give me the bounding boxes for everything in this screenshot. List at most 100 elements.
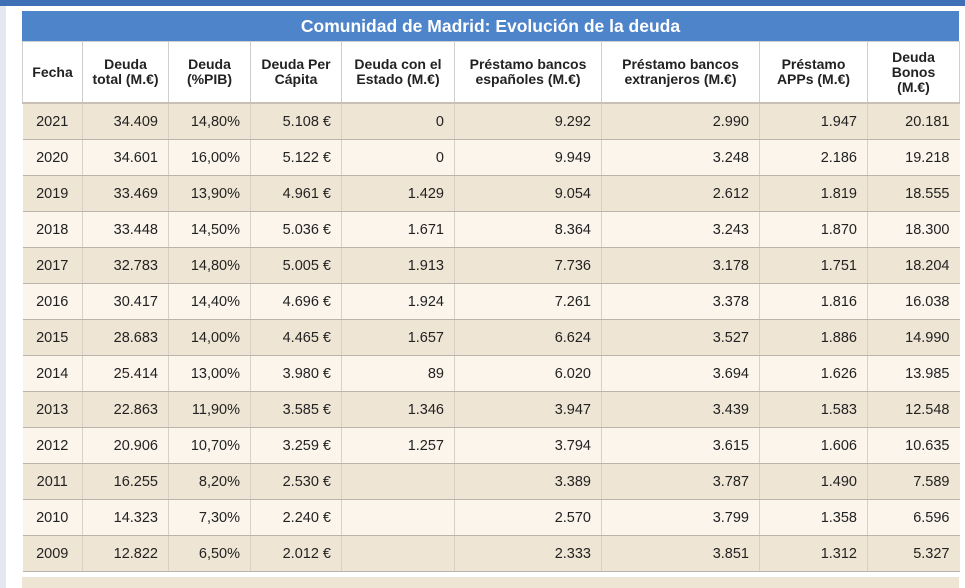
cell-bancos-extranjeros: 2.990 <box>601 103 760 140</box>
cell-deuda-per-capita: 3.980 € <box>250 355 342 392</box>
cell-bancos-extranjeros: 3.527 <box>601 319 760 356</box>
cell-deuda-bonos: 18.300 <box>867 211 960 248</box>
table-row: 2012 20.906 10,70% 3.259 €1.257 3.794 3.615 1.… <box>22 427 960 464</box>
table-row: 2011 16.255 8,20% 2.530 € 3.389 3.787 1.490 7.5… <box>22 463 960 500</box>
cell-prestamo-apps: 1.816 <box>759 283 868 320</box>
header-row: Fecha Deuda total (M.€) Deuda (%PIB) Deuda… <box>22 41 960 104</box>
cell-deuda-estado: 89 <box>341 355 455 392</box>
cell-bancos-espanoles: 2.333 <box>454 535 602 572</box>
cell-deuda-per-capita: 3.259 € <box>250 427 342 464</box>
cell-fecha: 2009 <box>22 535 83 572</box>
cell-bancos-extranjeros: 3.243 <box>601 211 760 248</box>
cell-deuda-total: 34.601 <box>82 139 169 176</box>
cell-fecha: 2017 <box>22 247 83 284</box>
cell-deuda-estado: 1.257 <box>341 427 455 464</box>
cell-deuda-bonos: 10.635 <box>867 427 960 464</box>
header-deuda-total: Deuda total (M.€) <box>82 41 169 104</box>
cell-bancos-extranjeros: 3.248 <box>601 139 760 176</box>
cell-fecha: 2015 <box>22 319 83 356</box>
cell-deuda-pib: 8,20% <box>168 463 251 500</box>
cell-deuda-per-capita: 5.108 € <box>250 103 342 140</box>
table-row: 2016 30.417 14,40% 4.696 €1.924 7.261 3.378 1.… <box>22 283 960 320</box>
header-deuda-bonos: Deuda Bonos (M.€) <box>867 41 960 104</box>
cell-deuda-total: 16.255 <box>82 463 169 500</box>
cell-deuda-bonos: 19.218 <box>867 139 960 176</box>
cell-deuda-total: 34.409 <box>82 103 169 140</box>
cell-deuda-total: 12.822 <box>82 535 169 572</box>
cell-deuda-pib: 6,50% <box>168 535 251 572</box>
cell-bancos-extranjeros: 3.851 <box>601 535 760 572</box>
cell-bancos-espanoles: 6.020 <box>454 355 602 392</box>
cell-deuda-total: 20.906 <box>82 427 169 464</box>
header-deuda-estado: Deuda con el Estado (M.€) <box>341 41 455 104</box>
header-fecha: Fecha <box>22 41 83 104</box>
cell-deuda-bonos: 7.589 <box>867 463 960 500</box>
cell-fecha: 2020 <box>22 139 83 176</box>
table-row: 2019 33.469 13,90% 4.961 €1.429 9.054 2.612 1.… <box>22 175 960 212</box>
cell-bancos-espanoles: 3.389 <box>454 463 602 500</box>
cell-deuda-estado: 1.924 <box>341 283 455 320</box>
cell-bancos-espanoles: 8.364 <box>454 211 602 248</box>
cell-deuda-pib: 14,50% <box>168 211 251 248</box>
cell-prestamo-apps: 1.947 <box>759 103 868 140</box>
cell-fecha: 2013 <box>22 391 83 428</box>
cell-fecha: 2012 <box>22 427 83 464</box>
cell-bancos-espanoles: 9.292 <box>454 103 602 140</box>
cell-deuda-per-capita: 5.036 € <box>250 211 342 248</box>
cell-prestamo-apps: 1.358 <box>759 499 868 536</box>
cell-deuda-estado: 0 <box>341 139 455 176</box>
cell-deuda-total: 33.469 <box>82 175 169 212</box>
cell-deuda-pib: 10,70% <box>168 427 251 464</box>
cell-deuda-estado <box>341 463 455 500</box>
cell-deuda-per-capita: 2.012 € <box>250 535 342 572</box>
left-margin-strip <box>0 6 6 588</box>
cell-fecha: 2021 <box>22 103 83 140</box>
cell-deuda-pib: 16,00% <box>168 139 251 176</box>
header-prestamo-apps: Préstamo APPs (M.€) <box>759 41 868 104</box>
cell-deuda-per-capita: 5.122 € <box>250 139 342 176</box>
header-deuda-pib: Deuda (%PIB) <box>168 41 251 104</box>
cell-deuda-total: 14.323 <box>82 499 169 536</box>
cell-deuda-bonos: 5.327 <box>867 535 960 572</box>
cell-prestamo-apps: 1.606 <box>759 427 868 464</box>
cell-bancos-espanoles: 3.947 <box>454 391 602 428</box>
cell-bancos-extranjeros: 3.694 <box>601 355 760 392</box>
table-row: 2021 34.409 14,80% 5.108 €0 9.292 2.990 1.947 2… <box>22 103 960 140</box>
cell-deuda-per-capita: 4.465 € <box>250 319 342 356</box>
table-row: 2018 33.448 14,50% 5.036 €1.671 8.364 3.243 1.… <box>22 211 960 248</box>
cell-deuda-pib: 7,30% <box>168 499 251 536</box>
cell-prestamo-apps: 1.751 <box>759 247 868 284</box>
debt-table-container: Comunidad de Madrid: Evolución de la deu… <box>22 11 960 572</box>
cell-bancos-extranjeros: 2.612 <box>601 175 760 212</box>
cell-deuda-estado: 1.657 <box>341 319 455 356</box>
cell-deuda-bonos: 6.596 <box>867 499 960 536</box>
cell-deuda-per-capita: 3.585 € <box>250 391 342 428</box>
cell-bancos-extranjeros: 3.378 <box>601 283 760 320</box>
cell-deuda-pib: 14,80% <box>168 247 251 284</box>
cell-deuda-per-capita: 4.696 € <box>250 283 342 320</box>
cell-prestamo-apps: 1.626 <box>759 355 868 392</box>
cell-bancos-espanoles: 9.949 <box>454 139 602 176</box>
cell-deuda-estado <box>341 535 455 572</box>
top-accent-bar <box>0 0 965 6</box>
cell-deuda-estado: 1.429 <box>341 175 455 212</box>
cell-deuda-per-capita: 2.240 € <box>250 499 342 536</box>
cell-bancos-extranjeros: 3.787 <box>601 463 760 500</box>
table-row: 2014 25.414 13,00% 3.980 €89 6.020 3.694 1.626… <box>22 355 960 392</box>
debt-table: Fecha Deuda total (M.€) Deuda (%PIB) Deuda… <box>22 41 960 572</box>
table-row: 2010 14.323 7,30% 2.240 € 2.570 3.799 1.358 6.5… <box>22 499 960 536</box>
cell-deuda-bonos: 13.985 <box>867 355 960 392</box>
table-row: 2013 22.863 11,90% 3.585 €1.346 3.947 3.439 1.… <box>22 391 960 428</box>
cell-fecha: 2019 <box>22 175 83 212</box>
cell-prestamo-apps: 1.819 <box>759 175 868 212</box>
cell-bancos-extranjeros: 3.439 <box>601 391 760 428</box>
cell-deuda-estado: 1.913 <box>341 247 455 284</box>
cell-bancos-extranjeros: 3.178 <box>601 247 760 284</box>
cell-deuda-pib: 13,00% <box>168 355 251 392</box>
cell-bancos-espanoles: 3.794 <box>454 427 602 464</box>
cell-deuda-total: 32.783 <box>82 247 169 284</box>
cell-deuda-estado: 0 <box>341 103 455 140</box>
cell-fecha: 2018 <box>22 211 83 248</box>
cell-prestamo-apps: 1.490 <box>759 463 868 500</box>
cell-deuda-bonos: 18.555 <box>867 175 960 212</box>
